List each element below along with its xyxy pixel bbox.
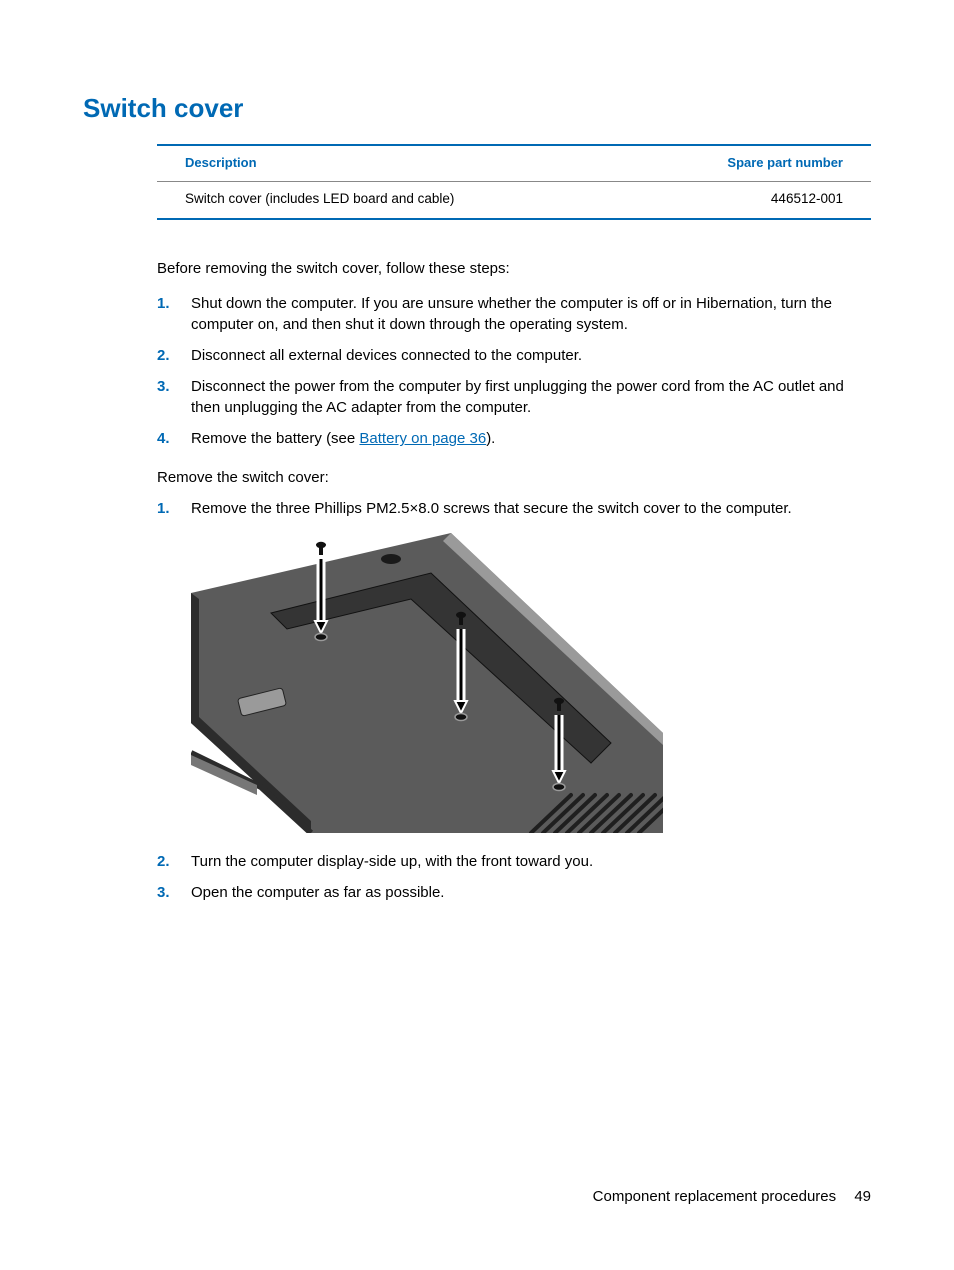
parts-table: Description Spare part number Switch cov… [157,144,871,220]
footer-section-name: Component replacement procedures [593,1188,836,1205]
list-item: 3. Open the computer as far as possible. [157,882,871,903]
step-number: 3. [157,882,191,903]
page-footer: Component replacement procedures 49 [593,1186,871,1207]
list-item: 4. Remove the battery (see Battery on pa… [157,428,871,449]
step-text: Disconnect the power from the computer b… [191,376,871,418]
cell-spare-number: 446512-001 [624,181,871,219]
list-item: 1. Remove the three Phillips PM2.5×8.0 s… [157,498,871,519]
step-text: Open the computer as far as possible. [191,882,871,903]
list-item: 1. Shut down the computer. If you are un… [157,293,871,335]
section-heading: Switch cover [83,90,871,126]
step-text: Remove the three Phillips PM2.5×8.0 scre… [191,498,871,519]
table-row: Switch cover (includes LED board and cab… [157,181,871,219]
col-header-description: Description [157,145,624,181]
intro-text: Before removing the switch cover, follow… [157,258,871,279]
prep-steps-list: 1. Shut down the computer. If you are un… [157,293,871,449]
step-text-prefix: Remove the battery (see [191,430,359,447]
step-number: 4. [157,428,191,449]
step-text: Remove the battery (see Battery on page … [191,428,871,449]
laptop-underside-figure [191,533,663,833]
list-item: 2. Disconnect all external devices conne… [157,345,871,366]
remove-steps-list-cont: 2. Turn the computer display-side up, wi… [157,851,871,903]
battery-link[interactable]: Battery on page 36 [359,430,486,447]
list-item: 3. Disconnect the power from the compute… [157,376,871,418]
step-text: Shut down the computer. If you are unsur… [191,293,871,335]
page-number: 49 [854,1188,871,1205]
list-item: 2. Turn the computer display-side up, wi… [157,851,871,872]
step-number: 2. [157,345,191,366]
step-number: 2. [157,851,191,872]
subintro-text: Remove the switch cover: [157,467,871,488]
cell-description: Switch cover (includes LED board and cab… [157,181,624,219]
remove-steps-list: 1. Remove the three Phillips PM2.5×8.0 s… [157,498,871,519]
step-text: Turn the computer display-side up, with … [191,851,871,872]
step-number: 1. [157,498,191,519]
step-text-suffix: ). [486,430,495,447]
step-number: 3. [157,376,191,397]
step-number: 1. [157,293,191,314]
step-text: Disconnect all external devices connecte… [191,345,871,366]
col-header-spare: Spare part number [624,145,871,181]
